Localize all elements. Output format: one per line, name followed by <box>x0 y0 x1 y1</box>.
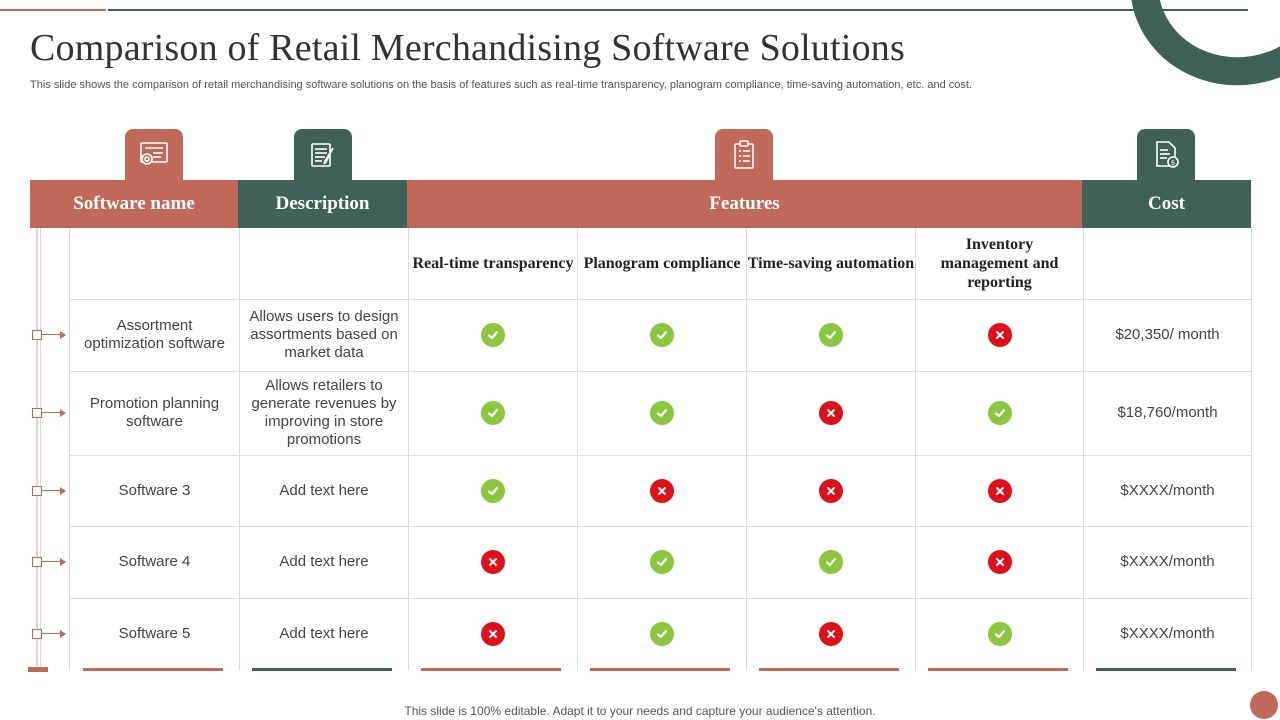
cell-software-name: Assortment optimization software <box>84 317 225 352</box>
header-description: Description <box>238 180 407 228</box>
page-subtitle: This slide shows the comparison of retai… <box>30 79 972 91</box>
row-arrow <box>32 408 66 418</box>
svg-text:$: $ <box>1171 159 1175 167</box>
table-grid: Real-time transparency Planogram complia… <box>69 228 1252 670</box>
cross-icon <box>481 622 505 646</box>
corner-dot-decoration <box>1250 691 1278 719</box>
cell-software-name: Software 5 <box>118 625 191 642</box>
check-icon <box>819 550 843 574</box>
check-icon <box>988 622 1012 646</box>
top-accent-line-green <box>108 9 1248 11</box>
cross-icon <box>819 622 843 646</box>
check-icon <box>819 323 843 347</box>
cross-icon <box>988 323 1012 347</box>
cell-feature-mark <box>916 371 1084 455</box>
cell-cost: $XXXX/month <box>1120 481 1215 499</box>
cell-feature-mark <box>409 299 577 371</box>
header-features: Features <box>407 180 1082 228</box>
cell-feature-mark <box>409 526 577 598</box>
cell-feature-mark <box>578 598 746 670</box>
cell-feature-mark <box>747 299 915 371</box>
left-rail <box>36 228 38 668</box>
header-cost: Cost <box>1082 180 1251 228</box>
cell-feature-mark <box>916 299 1084 371</box>
cross-icon <box>988 550 1012 574</box>
dollar-document-icon: $ <box>1137 129 1195 181</box>
clipboard-checklist-icon <box>715 129 773 181</box>
document-edit-icon <box>294 129 352 181</box>
check-icon <box>650 550 674 574</box>
cross-icon <box>481 550 505 574</box>
cell-description: Add text here <box>279 625 369 642</box>
subheader-feature: Time-saving automation <box>747 255 915 272</box>
check-icon <box>988 401 1012 425</box>
cell-feature-mark <box>578 299 746 371</box>
subheader-feature: Real-time transparency <box>412 255 574 272</box>
cell-feature-mark <box>409 371 577 455</box>
cell-software-name: Software 3 <box>118 481 191 499</box>
cell-description: Add text here <box>279 553 369 570</box>
check-icon <box>481 401 505 425</box>
subheader-feature: Planogram compliance <box>583 255 741 272</box>
footer-note: This slide is 100% editable. Adapt it to… <box>404 704 876 718</box>
header-software-name: Software name <box>30 180 238 228</box>
check-icon <box>481 478 505 503</box>
cell-cost: $XXXX/month <box>1120 625 1215 642</box>
cell-feature-mark <box>578 371 746 455</box>
footer-accent-bar <box>590 668 730 671</box>
footer-accent-bar <box>421 668 561 671</box>
cell-feature-mark <box>578 455 746 526</box>
cell-feature-mark <box>747 371 915 455</box>
cell-description: Allows retailers to generate revenues by… <box>251 377 397 448</box>
cell-feature-mark <box>747 598 915 670</box>
cell-cost: $20,350/ month <box>1115 326 1220 343</box>
check-icon <box>650 323 674 347</box>
footer-accent-bar <box>252 668 392 671</box>
row-arrow <box>32 629 66 639</box>
footer-accent-bar <box>1096 668 1236 671</box>
row-arrow <box>32 486 66 496</box>
row-arrow <box>32 330 66 340</box>
cell-feature-mark <box>409 455 577 526</box>
cell-description: Add text here <box>279 481 369 499</box>
cross-icon <box>650 478 674 503</box>
check-icon <box>650 622 674 646</box>
cell-cost: $XXXX/month <box>1120 553 1215 570</box>
cross-icon <box>819 401 843 425</box>
corner-arc-decoration <box>1113 0 1280 103</box>
cell-cost: $18,760/month <box>1117 404 1218 421</box>
cell-feature-mark <box>916 526 1084 598</box>
cell-software-name: Promotion planning software <box>89 395 220 430</box>
footer-accent-bar <box>83 668 223 671</box>
check-icon <box>481 323 505 347</box>
page-title: Comparison of Retail Merchandising Softw… <box>30 27 905 69</box>
row-arrow <box>32 557 66 567</box>
rail-end-marker <box>28 667 48 672</box>
subheader-feature: Inventory management and reporting <box>940 236 1059 291</box>
cell-feature-mark <box>747 455 915 526</box>
cell-feature-mark <box>916 598 1084 670</box>
top-accent-line-red <box>0 9 106 11</box>
cross-icon <box>819 478 843 503</box>
cell-feature-mark <box>916 455 1084 526</box>
cell-feature-mark <box>409 598 577 670</box>
cell-software-name: Software 4 <box>118 553 191 570</box>
cell-description: Allows users to design assortments based… <box>249 308 399 361</box>
settings-certificate-icon <box>125 129 183 181</box>
cross-icon <box>988 478 1012 503</box>
footer-accent-bar <box>759 668 899 671</box>
check-icon <box>650 401 674 425</box>
cell-feature-mark <box>747 526 915 598</box>
cell-feature-mark <box>578 526 746 598</box>
left-rail-inner <box>40 228 41 668</box>
footer-accent-bar <box>928 668 1068 671</box>
